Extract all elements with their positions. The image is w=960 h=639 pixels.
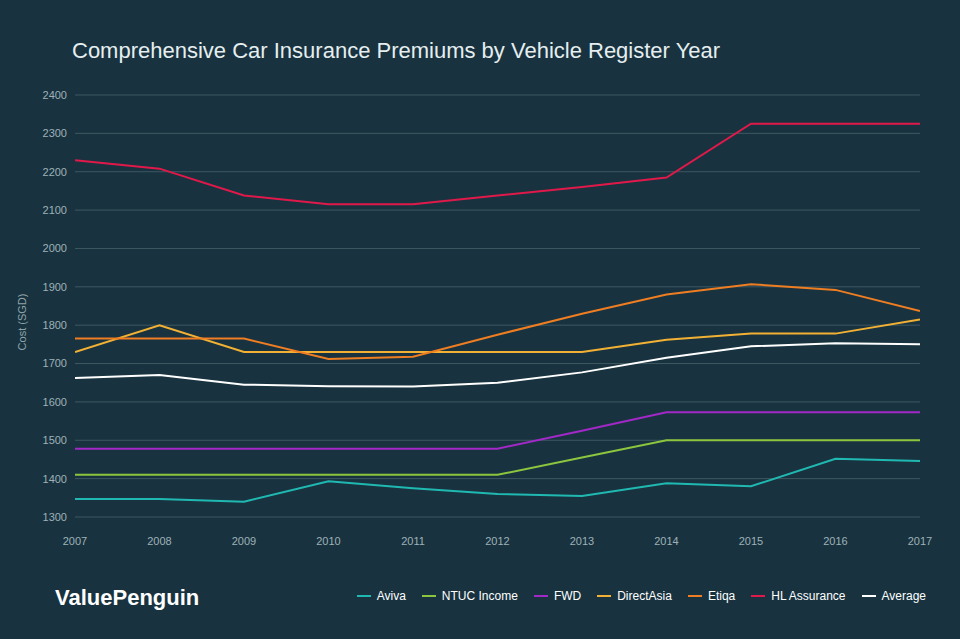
svg-text:2013: 2013 bbox=[570, 535, 594, 547]
svg-text:2012: 2012 bbox=[485, 535, 509, 547]
html-text:DirectAsia: DirectAsia bbox=[617, 589, 672, 603]
svg-text:2017: 2017 bbox=[908, 535, 932, 547]
html-text:NTUC Income: NTUC Income bbox=[441, 589, 518, 603]
svg-text:2009: 2009 bbox=[232, 535, 256, 547]
svg-text:2200: 2200 bbox=[43, 166, 67, 178]
svg-text:1300: 1300 bbox=[43, 511, 67, 523]
html-text:HL Assurance: HL Assurance bbox=[771, 589, 846, 603]
svg-text:2016: 2016 bbox=[823, 535, 847, 547]
svg-text:2300: 2300 bbox=[43, 127, 67, 139]
svg-text:2007: 2007 bbox=[63, 535, 87, 547]
svg-text:2014: 2014 bbox=[654, 535, 678, 547]
html-text:FWD: FWD bbox=[553, 589, 582, 603]
svg-text:1500: 1500 bbox=[43, 434, 67, 446]
svg-text:2015: 2015 bbox=[739, 535, 763, 547]
html-text:Average: Average bbox=[881, 589, 926, 603]
svg-text:1400: 1400 bbox=[43, 473, 67, 485]
svg-text:2011: 2011 bbox=[401, 535, 425, 547]
html-text:ValuePenguin: ValuePenguin bbox=[55, 585, 200, 610]
html-text:Etiqa: Etiqa bbox=[707, 589, 736, 603]
svg-text:2400: 2400 bbox=[43, 89, 67, 101]
svg-text:1600: 1600 bbox=[43, 396, 67, 408]
svg-text:2000: 2000 bbox=[43, 242, 67, 254]
svg-text:1700: 1700 bbox=[43, 357, 67, 369]
svg-text:2008: 2008 bbox=[147, 535, 171, 547]
html-text:Cost (SGD): Cost (SGD) bbox=[16, 293, 28, 351]
svg-text:1800: 1800 bbox=[43, 319, 67, 331]
html-text:Comprehensive Car Insurance Pr: Comprehensive Car Insurance Premiums by … bbox=[72, 38, 721, 63]
svg-text:2010: 2010 bbox=[316, 535, 340, 547]
html-text:Aviva: Aviva bbox=[376, 589, 406, 603]
svg-text:2100: 2100 bbox=[43, 204, 67, 216]
svg-text:1900: 1900 bbox=[43, 281, 67, 293]
